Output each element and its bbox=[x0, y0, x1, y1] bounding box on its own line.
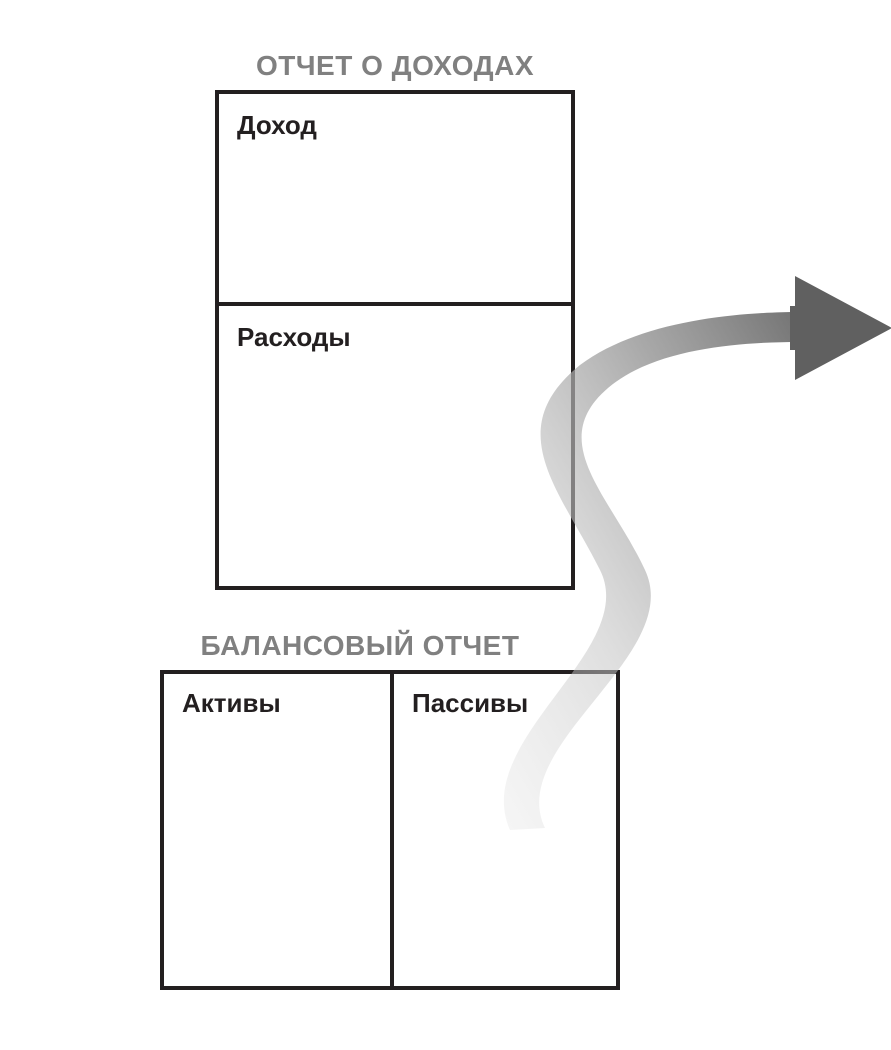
balance-divider bbox=[390, 674, 394, 986]
income-label: Доход bbox=[237, 110, 317, 141]
financial-diagram: ОТЧЕТ О ДОХОДАХ Доход Расходы БАЛАНСОВЫЙ… bbox=[0, 0, 891, 1050]
balance-sheet-box: Активы Пассивы bbox=[160, 670, 620, 990]
income-divider bbox=[219, 302, 571, 306]
liabilities-label: Пассивы bbox=[412, 688, 528, 719]
income-statement-title: ОТЧЕТ О ДОХОДАХ bbox=[215, 50, 575, 82]
expenses-label: Расходы bbox=[237, 322, 351, 353]
balance-sheet-title: БАЛАНСОВЫЙ ОТЧЕТ bbox=[160, 630, 560, 662]
income-statement-box: Доход Расходы bbox=[215, 90, 575, 590]
assets-label: Активы bbox=[182, 688, 281, 719]
